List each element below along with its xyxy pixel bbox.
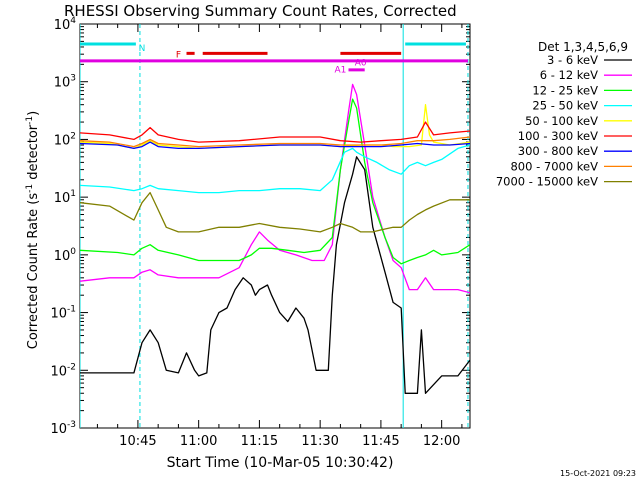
timestamp: 15-Oct-2021 09:23 (560, 469, 636, 478)
y-tick-label: 101 (54, 189, 76, 206)
status-annotation: A0 (355, 58, 367, 68)
status-annotation: A1 (334, 65, 346, 75)
y-tick-label: 102 (54, 131, 76, 148)
legend-title: Det 1,3,4,5,6,9 (538, 40, 628, 54)
series-line (80, 156, 470, 394)
legend-entry-label: 300 - 800 keV (518, 144, 598, 158)
series-line (80, 144, 470, 194)
x-tick-label: 11:00 (180, 434, 217, 449)
legend-entry-label: 25 - 50 keV (532, 99, 598, 113)
y-tick-label: 103 (54, 74, 76, 91)
series-line (80, 191, 470, 233)
data-layer (80, 24, 470, 428)
y-tick-label: 100 (54, 247, 77, 264)
x-tick-label: 11:15 (241, 434, 278, 449)
legend-entry-label: 6 - 12 keV (540, 68, 598, 82)
plot-area: 10-3 10-2 10-1 100 101 102 103 104 10:45 11:00 11:… (50, 16, 471, 449)
status-annotation: N (139, 44, 146, 54)
x-tick-label: 11:30 (301, 434, 338, 449)
series-line (80, 136, 470, 148)
x-tick-label: 10:45 (119, 434, 156, 449)
status-annotation: F (176, 50, 181, 60)
y-tick-label: 10-2 (50, 362, 76, 379)
chart-title: RHESSI Observing Summary Count Rates, Co… (64, 2, 457, 20)
series-line (80, 141, 470, 150)
x-tick-label: 12:00 (423, 434, 460, 449)
y-tick-label: 10-3 (50, 420, 76, 437)
x-tick-label: 11:45 (362, 434, 399, 449)
legend-entry-label: 50 - 100 keV (525, 114, 598, 128)
legend-entry-label: 12 - 25 keV (532, 83, 598, 97)
y-tick-label: 104 (54, 16, 77, 33)
legend-entry-label: 7000 - 15000 keV (496, 175, 598, 189)
x-axis-label: Start Time (10-Mar-05 10:30:42) (167, 455, 394, 471)
y-axis-label: Corrected Count Rate (s-1 detector-1) (25, 111, 41, 349)
legend-entry-label: 3 - 6 keV (547, 53, 598, 67)
series-line (80, 83, 470, 294)
series-line (80, 98, 470, 265)
y-tick-label: 10-1 (50, 305, 76, 322)
series-line (80, 121, 470, 143)
legend-entry-label: 800 - 7000 keV (510, 159, 598, 173)
legend-entry-label: 100 - 300 keV (518, 129, 598, 143)
